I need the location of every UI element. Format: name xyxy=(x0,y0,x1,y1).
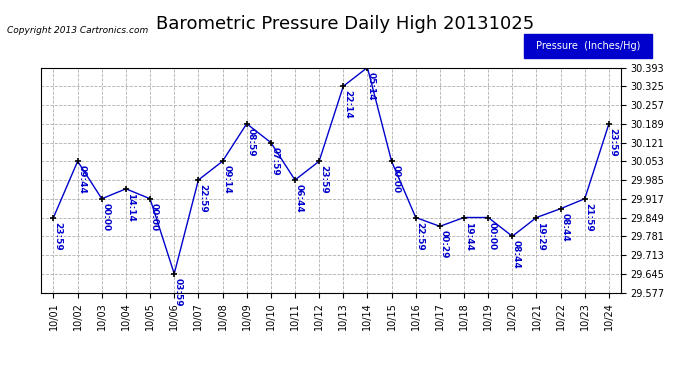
Text: 09:44: 09:44 xyxy=(77,165,86,194)
Text: 00:00: 00:00 xyxy=(101,203,110,231)
Text: 22:14: 22:14 xyxy=(343,90,352,119)
Text: 23:59: 23:59 xyxy=(609,128,618,157)
Text: 23:59: 23:59 xyxy=(319,165,328,194)
Text: 19:44: 19:44 xyxy=(464,222,473,251)
Text: 23:59: 23:59 xyxy=(53,222,62,251)
Text: 00:29: 00:29 xyxy=(440,231,449,259)
Text: 08:44: 08:44 xyxy=(512,240,521,269)
Text: 21:59: 21:59 xyxy=(584,203,593,232)
Text: Pressure  (Inches/Hg): Pressure (Inches/Hg) xyxy=(536,41,640,51)
Text: 09:14: 09:14 xyxy=(222,165,231,194)
Text: 08:44: 08:44 xyxy=(560,213,569,242)
Text: 00:00: 00:00 xyxy=(391,165,400,194)
Text: 19:29: 19:29 xyxy=(536,222,545,251)
Text: 22:59: 22:59 xyxy=(415,222,424,251)
Text: Copyright 2013 Cartronics.com: Copyright 2013 Cartronics.com xyxy=(7,26,148,35)
Text: 05:14: 05:14 xyxy=(367,72,376,100)
Text: 06:44: 06:44 xyxy=(295,184,304,213)
Text: 22:59: 22:59 xyxy=(198,184,207,213)
Text: 03:59: 03:59 xyxy=(174,278,183,306)
Text: 08:59: 08:59 xyxy=(246,128,255,156)
Text: Barometric Pressure Daily High 20131025: Barometric Pressure Daily High 20131025 xyxy=(156,15,534,33)
Text: 14:14: 14:14 xyxy=(126,193,135,222)
Text: 00:00: 00:00 xyxy=(150,203,159,231)
Text: 07:59: 07:59 xyxy=(270,147,279,176)
Text: 00:00: 00:00 xyxy=(488,222,497,250)
